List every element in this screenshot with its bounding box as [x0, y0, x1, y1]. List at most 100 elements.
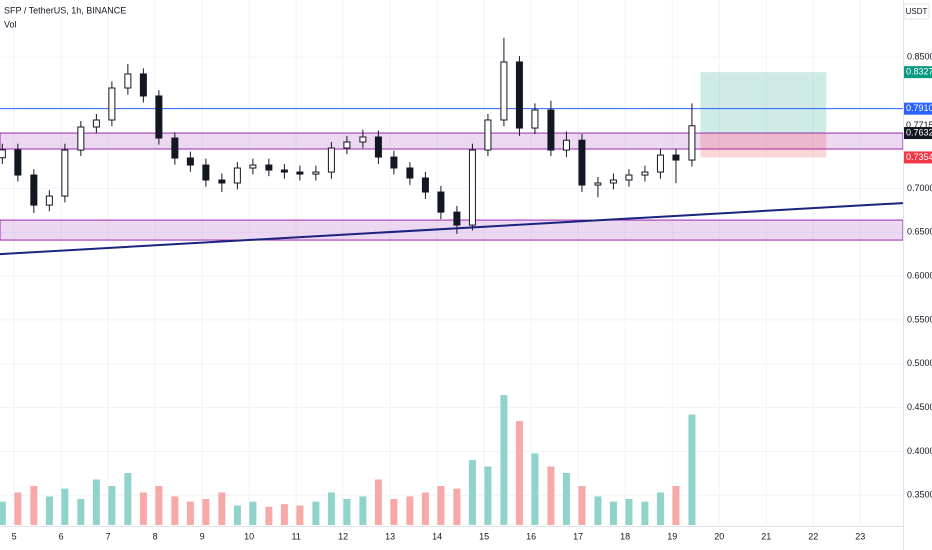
volume-bar — [233, 505, 241, 525]
volume-bar — [108, 486, 116, 525]
x-tick-label: 22 — [808, 531, 818, 541]
x-tick-label: 14 — [432, 531, 442, 541]
candle-body — [108, 87, 116, 121]
candle-body — [155, 95, 163, 139]
volume-bar — [468, 460, 476, 525]
candle-body — [171, 137, 179, 159]
x-tick-label: 23 — [855, 531, 865, 541]
volume-bar — [312, 501, 320, 525]
candle-body — [500, 61, 508, 121]
candle-body — [468, 149, 476, 226]
volume-bar — [421, 492, 429, 525]
x-tick-label: 9 — [200, 531, 205, 541]
x-tick-label: 19 — [667, 531, 677, 541]
volume-bar — [77, 499, 85, 525]
candle-body — [453, 211, 461, 226]
candle-body — [515, 61, 523, 129]
volume-bar — [296, 505, 304, 525]
candle-body — [672, 154, 680, 161]
volume-bar — [139, 492, 147, 525]
candle-body — [249, 164, 257, 169]
zone — [0, 219, 904, 241]
candle-body — [343, 141, 351, 149]
volume-bar — [609, 501, 617, 525]
volume-bar — [625, 499, 633, 525]
volume-bar — [30, 486, 38, 525]
position-loss — [700, 133, 827, 158]
y-tick-label: 0.3500 — [907, 490, 932, 500]
x-tick-label: 12 — [338, 531, 348, 541]
y-tick-label: 0.8500 — [907, 51, 932, 61]
x-tick-label: 17 — [573, 531, 583, 541]
x-tick-label: 10 — [244, 531, 254, 541]
candle-body — [484, 119, 492, 151]
candle-body — [547, 109, 555, 151]
volume-bar — [406, 496, 414, 525]
candle-body — [625, 174, 633, 181]
candle-body — [45, 195, 53, 206]
volume-bar — [562, 473, 570, 525]
drawings — [0, 72, 904, 241]
volume-bar — [453, 488, 461, 525]
position-profit — [700, 72, 827, 134]
candle-body — [641, 171, 649, 176]
candle-body — [437, 191, 445, 213]
volume-bar — [390, 499, 398, 525]
volume-bar — [484, 466, 492, 525]
volume-bar — [343, 499, 351, 525]
candle-body — [609, 179, 617, 184]
candle-body — [202, 164, 210, 181]
drawings-top — [0, 202, 904, 256]
candle-body — [421, 177, 429, 193]
price-label-box — [904, 151, 932, 164]
candle-body — [186, 157, 194, 166]
candle-body — [0, 149, 6, 159]
price-label-box — [904, 66, 932, 79]
x-tick-label: 21 — [761, 531, 771, 541]
volume-bar — [186, 501, 194, 525]
volume-bar — [155, 486, 163, 525]
candles — [0, 37, 696, 235]
price-label: 0.8327 — [906, 67, 932, 77]
x-tick-label: 7 — [106, 531, 111, 541]
volume-bar — [45, 496, 53, 525]
candle-body — [280, 169, 288, 173]
volume-bar — [515, 421, 523, 525]
price-label-box — [904, 127, 932, 140]
y-tick-label: 0.4500 — [907, 402, 932, 412]
axes: 5 6 7 8 9 10 11 12 13 14 15 16 17 18 19 20 21 22 23 0.8500 0… — [12, 51, 932, 541]
volume-bar — [672, 486, 680, 525]
volume-bar — [531, 453, 539, 525]
volume-bar — [124, 473, 132, 525]
volume-bar — [218, 492, 226, 525]
volume-label: Vol — [4, 19, 17, 29]
candle-body — [92, 119, 100, 128]
volume-bar — [374, 479, 382, 525]
x-tick-label: 5 — [12, 531, 17, 541]
candle-body — [578, 139, 586, 186]
x-tick-label: 8 — [153, 531, 158, 541]
volume-bar — [656, 492, 664, 525]
volume-bar — [92, 479, 100, 525]
candle-body — [30, 174, 38, 206]
candle-body — [327, 147, 335, 173]
volume — [0, 395, 696, 525]
y-tick-label: 0.7000 — [907, 183, 932, 193]
price-label-box — [904, 102, 932, 115]
currency-button[interactable] — [903, 3, 930, 20]
candle-body — [359, 136, 367, 143]
grid — [0, 0, 903, 525]
x-tick-label: 13 — [385, 531, 395, 541]
candle-body — [406, 167, 414, 179]
chart-title: SFP / TetherUS, 1h, BINANCE — [4, 5, 126, 15]
volume-bar — [61, 488, 69, 525]
candle-body — [656, 154, 664, 173]
price-label: 0.7715 — [906, 120, 932, 130]
volume-bar — [359, 496, 367, 525]
currency-label[interactable]: USDT — [906, 7, 928, 16]
candle-body — [562, 139, 570, 151]
volume-bar — [0, 501, 6, 525]
candle-body — [77, 126, 85, 151]
candle-body — [531, 109, 539, 129]
